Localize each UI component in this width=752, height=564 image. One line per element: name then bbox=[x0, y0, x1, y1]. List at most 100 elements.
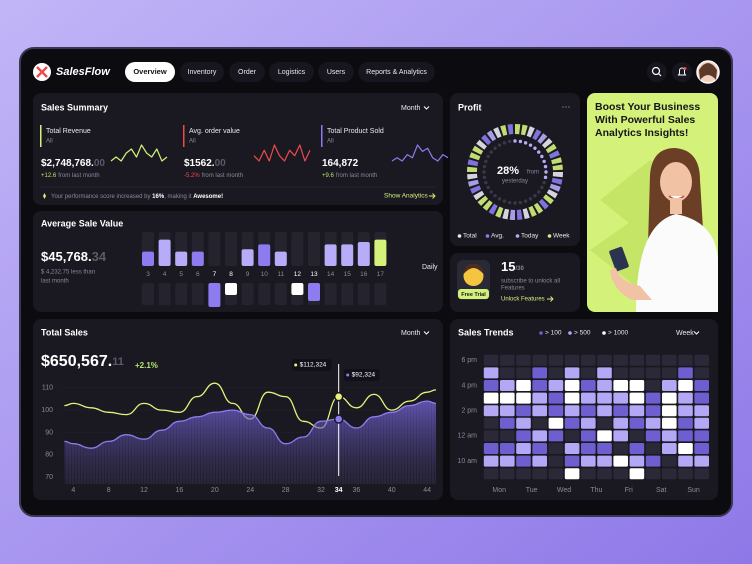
legend-dot bbox=[547, 234, 552, 238]
ring-dot bbox=[543, 164, 548, 169]
ring-segment bbox=[482, 200, 493, 211]
heatmap-cell bbox=[694, 468, 709, 480]
sales-summary-card bbox=[33, 93, 443, 205]
ring-segment bbox=[476, 139, 487, 150]
neck bbox=[670, 198, 682, 214]
bar bbox=[208, 283, 221, 307]
nav-pill[interactable] bbox=[229, 62, 265, 82]
bar bbox=[258, 244, 271, 266]
heatmap-cell bbox=[581, 354, 596, 366]
heatmap-cell bbox=[597, 417, 612, 429]
promo-line: With Powerful Sales bbox=[595, 114, 695, 126]
heatmap-cell bbox=[548, 380, 564, 391]
ring-dot bbox=[537, 150, 541, 154]
ring-dot bbox=[484, 159, 488, 164]
memoji-hair bbox=[463, 263, 484, 274]
chevron bbox=[423, 106, 430, 110]
heatmap-cell bbox=[678, 380, 693, 391]
heatmap-cell bbox=[483, 354, 499, 366]
bar-track bbox=[158, 283, 171, 305]
ring-segment bbox=[548, 150, 560, 159]
search-button[interactable] bbox=[647, 62, 667, 82]
ring-segment bbox=[552, 164, 563, 171]
unlock-link[interactable]: Unlock Features bbox=[501, 297, 545, 303]
sparkline bbox=[110, 144, 168, 162]
chevron bbox=[693, 331, 700, 335]
value-main: $1562. bbox=[184, 158, 215, 169]
ring-segment bbox=[507, 124, 514, 135]
x-tick-label: 12 bbox=[294, 271, 302, 278]
legend-label: > 1000 bbox=[608, 330, 628, 337]
card-title: Total Sales bbox=[41, 327, 88, 337]
tooltip-dot bbox=[294, 363, 298, 367]
nav-item[interactable]: Users bbox=[327, 69, 346, 76]
heatmap-cell bbox=[678, 417, 693, 429]
trial-badge bbox=[458, 289, 489, 299]
nav-item[interactable]: Reports & Analytics bbox=[366, 69, 427, 76]
heatmap-cell bbox=[662, 417, 677, 429]
trial-text: Features bbox=[501, 286, 525, 292]
ring-segment bbox=[543, 194, 554, 205]
nav-pill[interactable] bbox=[180, 62, 224, 82]
heatmap-cell bbox=[483, 405, 499, 417]
nav-item[interactable]: Logistics bbox=[278, 69, 306, 76]
notification-button[interactable] bbox=[672, 62, 692, 82]
x-tick-label: 7 bbox=[213, 271, 217, 278]
legend-label: > 100 bbox=[545, 330, 562, 337]
metric-change: +9.6 from last month bbox=[322, 173, 377, 179]
heatmap-cell bbox=[516, 430, 531, 442]
legend-dot bbox=[485, 234, 490, 238]
heatmap-cell bbox=[564, 455, 580, 467]
nav-pill[interactable] bbox=[269, 62, 314, 82]
metric-accent bbox=[183, 125, 185, 147]
legend-dot bbox=[457, 234, 462, 238]
heatmap-cell bbox=[516, 443, 531, 454]
nav-item[interactable]: Overview bbox=[133, 67, 167, 76]
heatmap-cell bbox=[597, 455, 612, 467]
note-text: Your performance score increased by bbox=[51, 194, 152, 200]
heatmap-cell bbox=[694, 417, 709, 429]
ring-segment bbox=[522, 208, 530, 219]
tooltip bbox=[343, 369, 380, 381]
heatmap-cell bbox=[597, 380, 612, 391]
heatmap-cell bbox=[500, 405, 515, 417]
nav-item[interactable]: Order bbox=[238, 69, 257, 76]
y-tick-label: 90 bbox=[45, 429, 53, 436]
heatmap-cell bbox=[516, 468, 531, 480]
tooltip-dot bbox=[346, 373, 350, 377]
more-menu[interactable]: ··· bbox=[562, 101, 571, 111]
sparkline bbox=[253, 144, 311, 162]
ring-dot bbox=[537, 190, 541, 194]
ring-segment bbox=[467, 159, 479, 167]
heatmap-cell bbox=[613, 354, 628, 366]
legend-dot bbox=[602, 331, 606, 335]
show-analytics-link[interactable]: Show Analytics bbox=[384, 193, 428, 200]
heatmap-cell bbox=[613, 468, 628, 480]
heatmap-cell bbox=[629, 392, 645, 404]
heatmap-cell bbox=[532, 392, 547, 404]
ring-dot bbox=[507, 200, 512, 205]
ring-segment bbox=[537, 133, 548, 144]
heatmap-cell bbox=[483, 443, 499, 454]
value-main: $650,567. bbox=[41, 353, 112, 370]
heatmap-cell bbox=[532, 367, 547, 379]
bar-track bbox=[357, 283, 370, 305]
period-dropdown[interactable]: Month bbox=[401, 330, 421, 337]
change-value: +12.6 bbox=[41, 173, 57, 179]
period-dropdown[interactable]: Month bbox=[401, 105, 421, 112]
heatmap-cell bbox=[581, 455, 596, 467]
nav-pill-active[interactable] bbox=[125, 62, 175, 82]
x-tick-label: 8 bbox=[229, 271, 233, 278]
nav-item[interactable]: Inventory bbox=[188, 69, 217, 76]
period-label: Daily bbox=[422, 264, 438, 271]
hand bbox=[610, 268, 652, 300]
heatmap-cell bbox=[516, 417, 531, 429]
heatmap-cell bbox=[645, 455, 661, 467]
ring-dot bbox=[542, 180, 546, 185]
period-dropdown[interactable]: Week bbox=[676, 330, 694, 337]
arrow-icon bbox=[547, 296, 554, 302]
x-tick-label: Tue bbox=[526, 487, 538, 494]
nav-pill[interactable] bbox=[358, 62, 435, 82]
nav-pill[interactable] bbox=[318, 62, 354, 82]
